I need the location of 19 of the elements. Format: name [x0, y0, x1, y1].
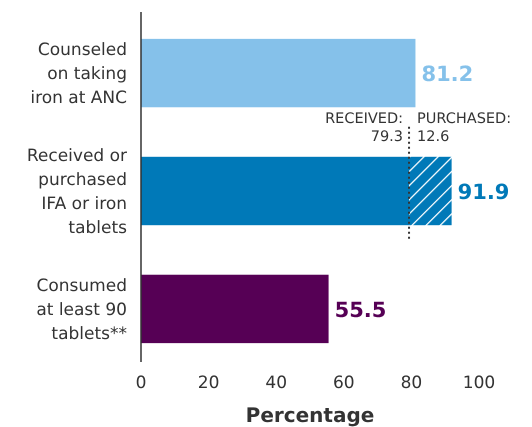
x-tick-label: 80 [400, 373, 422, 393]
x-tick-label: 0 [136, 373, 146, 393]
x-axis-title: Percentage [246, 403, 374, 427]
y-tick-label: Counseled on taking iron at ANC [30, 40, 127, 108]
y-tick-label: Received or purchased IFA or iron tablets [26, 146, 128, 238]
x-tick-label: 60 [332, 373, 355, 393]
annotation: RECEIVED: 79.3 [325, 110, 404, 145]
total-label: 91.9 [458, 180, 510, 204]
total-label: 81.2 [421, 62, 474, 86]
bar [141, 156, 410, 226]
annotation: PURCHASED: 12.6 [417, 110, 512, 145]
x-tick-label: 20 [198, 373, 220, 393]
bar [409, 156, 452, 226]
x-tick-label: 40 [265, 373, 288, 393]
bar [141, 38, 416, 108]
bar [141, 274, 329, 344]
y-tick-label: Consumed at least 90 tablets** [36, 276, 127, 344]
total-label: 55.5 [334, 298, 386, 322]
x-tick-label: 100 [462, 373, 496, 393]
